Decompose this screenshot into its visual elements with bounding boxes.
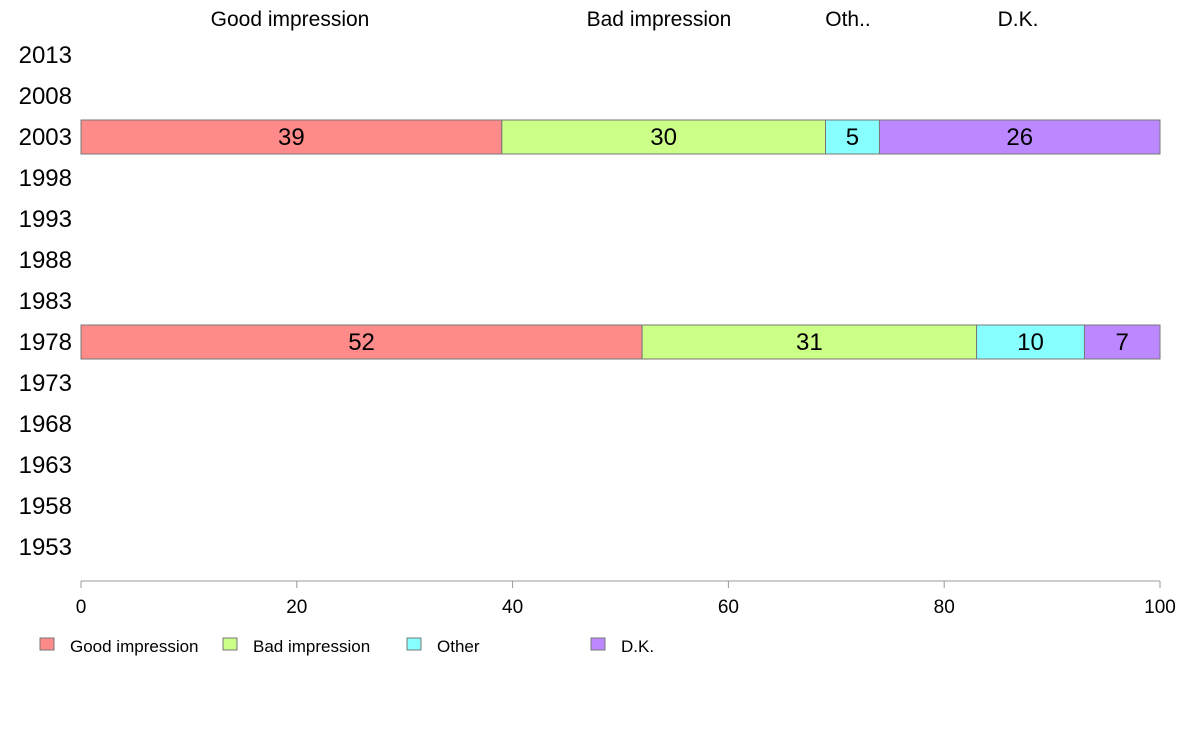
x-tick-label: 100 (1144, 597, 1176, 618)
year-label: 1998 (19, 165, 72, 192)
bar-segment (1083, 324, 1161, 360)
bar-value-label: 7 (1116, 329, 1129, 356)
column-header: Good impression (211, 8, 370, 31)
bar-segment (80, 324, 643, 360)
bar-segment (501, 119, 827, 155)
year-label: 1988 (19, 247, 72, 274)
bar-segment (825, 119, 880, 155)
year-label: 1963 (19, 452, 72, 479)
bar-value-label: 30 (650, 124, 677, 151)
legend-label: Bad impression (253, 637, 370, 656)
bar-value-label: 52 (348, 329, 375, 356)
x-tick-label: 20 (286, 597, 307, 618)
x-tick-label: 80 (934, 597, 955, 618)
bar-value-label: 26 (1006, 124, 1033, 151)
legend-label: Good impression (70, 637, 199, 656)
column-header: Oth.. (825, 8, 871, 31)
year-label: 1978 (19, 329, 72, 356)
year-label: 1953 (19, 534, 72, 561)
x-tick-label: 40 (502, 597, 523, 618)
year-label: 1973 (19, 370, 72, 397)
legend-swatch (406, 637, 422, 651)
bar-segment (878, 119, 1161, 155)
year-label: 2013 (19, 42, 72, 69)
bar-segment (80, 119, 503, 155)
legend-label: D.K. (621, 637, 654, 656)
bars: 39 30 5 26 52 31 10 7 (80, 119, 1161, 360)
year-label: 1958 (19, 493, 72, 520)
year-label: 1993 (19, 206, 72, 233)
bar-segment (976, 324, 1085, 360)
year-label: 2003 (19, 124, 72, 151)
column-headers: Good impression Bad impression Oth.. D.K. (211, 8, 1039, 31)
x-tick-label: 60 (718, 597, 739, 618)
legend-label: Other (437, 637, 480, 656)
legend: Good impression Bad impression Other D.K. (39, 637, 654, 656)
legend-swatch (222, 637, 238, 651)
bar-value-label: 10 (1017, 329, 1044, 356)
column-header: Bad impression (587, 8, 732, 31)
bar-segment (641, 324, 978, 360)
x-axis: 0 20 40 60 80 100 (76, 580, 1176, 618)
bar-value-label: 39 (278, 124, 305, 151)
year-label: 2008 (19, 83, 72, 110)
legend-swatch (590, 637, 606, 651)
x-tick-label: 0 (76, 597, 87, 618)
legend-swatch (39, 637, 55, 651)
bar-value-label: 31 (796, 329, 823, 356)
column-header: D.K. (998, 8, 1039, 31)
year-label: 1968 (19, 411, 72, 438)
year-label: 1983 (19, 288, 72, 315)
year-labels: 2013 2008 2003 1998 1993 1988 1983 1978 1973 1968… (19, 42, 72, 561)
bar-value-label: 5 (846, 124, 859, 151)
